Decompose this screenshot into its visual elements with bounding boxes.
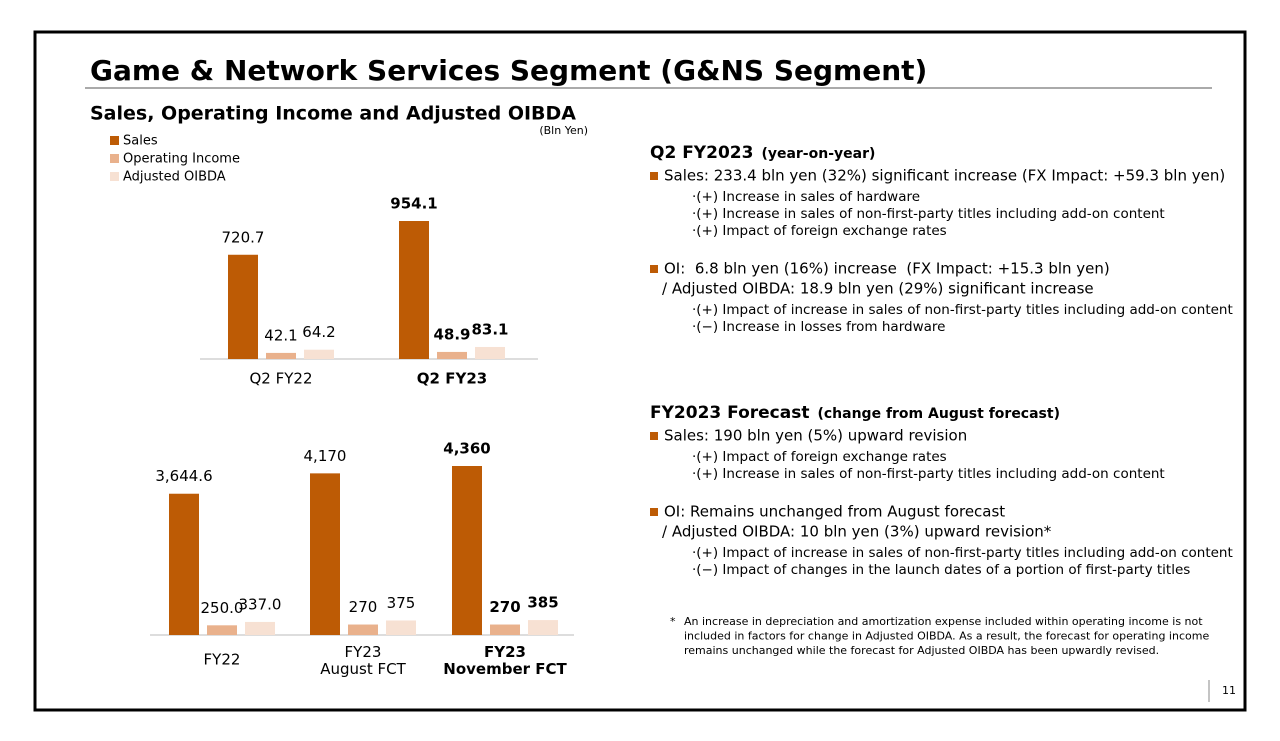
item-point: ·(−) Impact of changes in the launch dat… xyxy=(692,562,1190,578)
item-text: OI: 6.8 bln yen (16%) increase (FX Impac… xyxy=(664,260,1110,278)
value-label: 720.7 xyxy=(222,228,265,246)
legend-label: Operating Income xyxy=(123,152,240,167)
footnote-mark: * xyxy=(670,615,676,628)
bar xyxy=(245,621,275,635)
bar xyxy=(266,352,296,359)
item-text: OI: Remains unchanged from August foreca… xyxy=(664,503,1005,521)
frame xyxy=(33,30,1247,712)
legend-swatch xyxy=(110,136,119,145)
value-label: 48.9 xyxy=(433,325,470,343)
bar xyxy=(207,625,237,635)
bar xyxy=(452,466,482,635)
value-label: 385 xyxy=(527,594,558,612)
value-label: 270 xyxy=(349,598,378,616)
item-point: ·(−) Increase in losses from hardware xyxy=(692,319,945,335)
section-heading: Q2 FY2023 xyxy=(650,143,753,163)
value-label: 4,170 xyxy=(304,447,347,465)
x-category-label: FY22 xyxy=(204,651,241,669)
bar xyxy=(228,254,258,359)
footnote-line: An increase in depreciation and amortiza… xyxy=(684,615,1203,628)
item-text: Sales: 190 bln yen (5%) upward revision xyxy=(664,427,967,445)
value-label: 42.1 xyxy=(264,326,297,344)
legend-swatch xyxy=(110,172,119,181)
value-label: 250.0 xyxy=(201,599,244,617)
item-point: ·(+) Impact of increase in sales of non-… xyxy=(692,302,1233,318)
footnote-line: remains unchanged while the forecast for… xyxy=(684,644,1159,657)
value-label: 270 xyxy=(489,598,520,616)
bullet xyxy=(650,265,658,273)
section-heading: FY2023 Forecast xyxy=(650,403,809,423)
item-text: / Adjusted OIBDA: 10 bln yen (3%) upward… xyxy=(662,523,1052,541)
x-category-label: FY23 August FCT xyxy=(320,643,406,678)
value-label: 83.1 xyxy=(471,320,508,338)
item-point: ·(+) Impact of increase in sales of non-… xyxy=(692,545,1233,561)
bar xyxy=(490,624,520,635)
legend-label: Adjusted OIBDA xyxy=(123,170,226,185)
footnote-line: included in factors for change in Adjust… xyxy=(684,630,1209,643)
item-point: ·(+) Impact of foreign exchange rates xyxy=(692,449,947,465)
bar xyxy=(169,493,199,635)
legend-swatch xyxy=(110,154,119,163)
slide-title: Game & Network Services Segment (G&NS Se… xyxy=(90,54,927,87)
bar xyxy=(304,349,334,359)
section-heading-note: (year-on-year) xyxy=(761,146,875,162)
value-label: 337.0 xyxy=(239,595,282,613)
x-category-label: Q2 FY23 xyxy=(417,370,487,388)
bar xyxy=(386,620,416,635)
bar xyxy=(437,351,467,359)
value-label: 64.2 xyxy=(302,323,335,341)
bullet xyxy=(650,172,658,180)
value-label: 375 xyxy=(387,594,416,612)
item-point: ·(+) Increase in sales of non-first-part… xyxy=(692,206,1165,222)
legend-label: Sales xyxy=(123,134,158,149)
bar xyxy=(528,620,558,635)
item-point: ·(+) Increase in sales of non-first-part… xyxy=(692,466,1165,482)
section-heading-note: (change from August forecast) xyxy=(817,406,1060,422)
subtitle: Sales, Operating Income and Adjusted OIB… xyxy=(90,103,576,125)
item-point: ·(+) Increase in sales of hardware xyxy=(692,189,920,205)
bar xyxy=(399,221,429,359)
item-text: / Adjusted OIBDA: 18.9 bln yen (29%) sig… xyxy=(662,280,1094,298)
page-number: 11 xyxy=(1222,684,1236,697)
value-label: 3,644.6 xyxy=(155,467,212,485)
item-point: ·(+) Impact of foreign exchange rates xyxy=(692,223,947,239)
unit: (Bln Yen) xyxy=(539,124,588,137)
value-label: 954.1 xyxy=(390,195,437,213)
bar xyxy=(310,473,340,635)
bar xyxy=(475,346,505,359)
bullet xyxy=(650,508,658,516)
value-label: 4,360 xyxy=(443,440,490,458)
x-category-label: Q2 FY22 xyxy=(250,370,313,388)
bar xyxy=(348,624,378,635)
bullet xyxy=(650,432,658,440)
item-text: Sales: 233.4 bln yen (32%) significant i… xyxy=(664,167,1225,185)
x-category-label: FY23 November FCT xyxy=(443,643,567,678)
